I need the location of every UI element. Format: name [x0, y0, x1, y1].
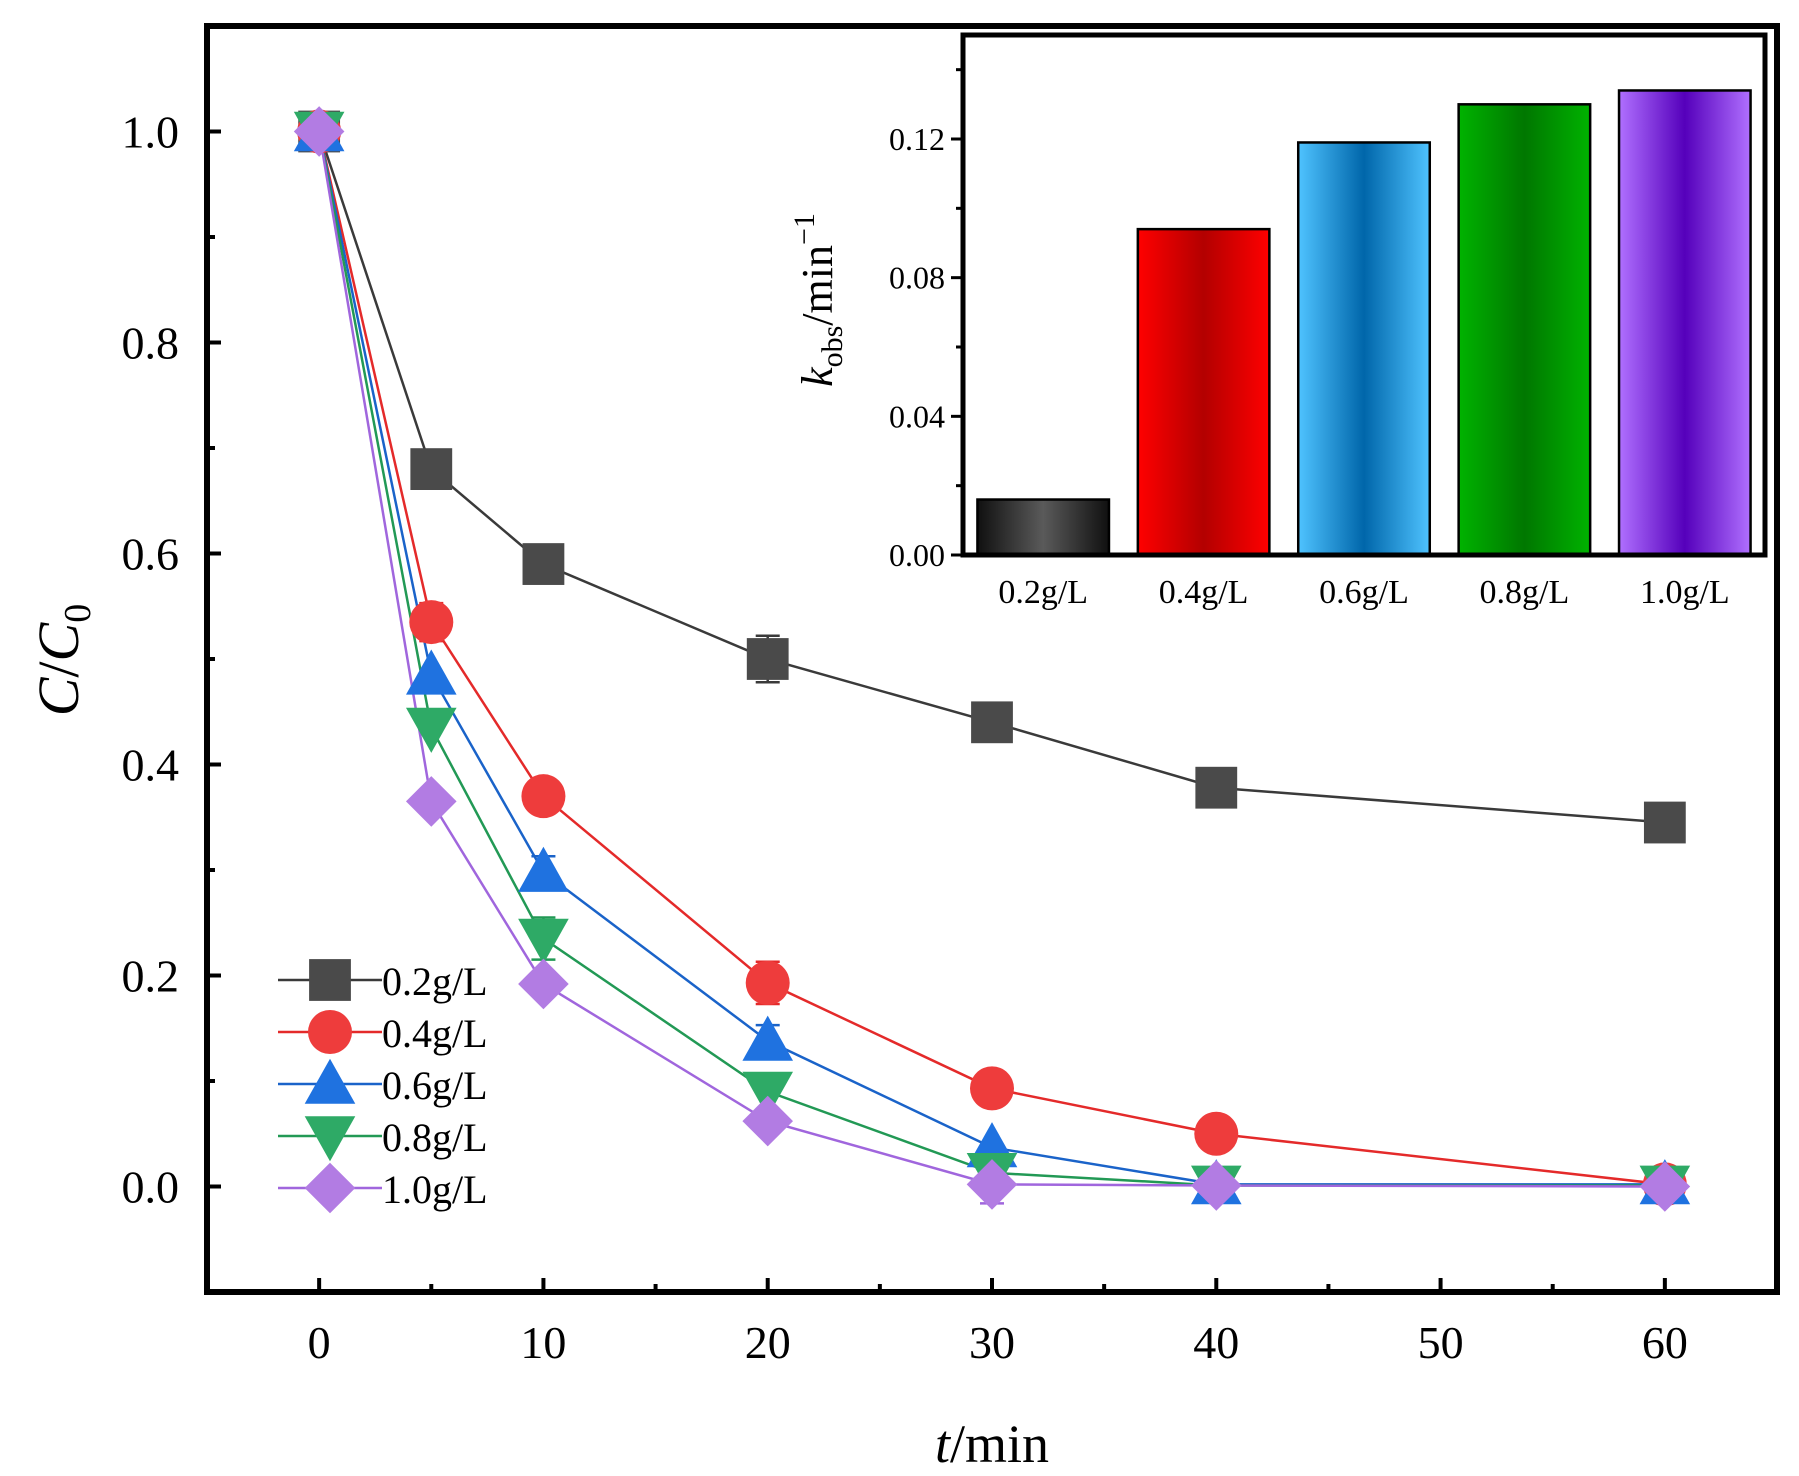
main-series-markers — [293, 106, 1691, 1212]
inset-bar — [976, 498, 1111, 557]
legend-entry: 0.8g/L — [278, 1115, 488, 1162]
legend-marker — [309, 959, 351, 1001]
data-point — [970, 1066, 1014, 1111]
inset-x-tick-label: 0.4g/L — [1159, 574, 1249, 611]
data-point — [742, 1015, 794, 1061]
data-point — [518, 918, 569, 964]
y-tick-label: 0.6 — [122, 529, 180, 580]
y-tick-label: 0.4 — [122, 740, 180, 791]
inset-plot-frame — [960, 32, 1768, 558]
inset-x-tick-label: 0.2g/L — [998, 574, 1088, 611]
y-axis-label-subscript: 0 — [57, 604, 99, 623]
data-point — [410, 448, 453, 490]
y-tick-label: 1.0 — [122, 107, 180, 158]
legend-marker — [304, 1162, 356, 1214]
data-point — [742, 1071, 794, 1117]
x-tick-label: 40 — [1193, 1317, 1239, 1368]
x-axis-label: t/min — [935, 1414, 1049, 1474]
inset-y-tick-label: 0.04 — [889, 398, 945, 434]
x-tick-label: 10 — [520, 1317, 566, 1368]
data-point — [1643, 801, 1686, 844]
legend-label: 1.0g/L — [382, 1167, 488, 1212]
data-point — [405, 776, 457, 827]
inset-bar-chart: 0.2g/L 0.4g/L 0.6g/L 0.8g/L 1.0g/L 0.00 0.04 0.… — [788, 32, 1768, 611]
main-error-bars — [419, 601, 1229, 1205]
data-point — [745, 960, 790, 1005]
inset-y-tick-label: 0.12 — [889, 121, 945, 157]
legend-marker — [304, 1058, 356, 1104]
data-point — [293, 106, 345, 157]
inset-axis-ticks: 0.2g/L 0.4g/L 0.6g/L 0.8g/L 1.0g/L 0.00 0.04 0.… — [889, 68, 1730, 611]
y-tick-label: 0.2 — [122, 951, 180, 1002]
legend-marker — [308, 1010, 352, 1054]
legend: 0.2g/L 0.4g/L 0.6g/L 0.8g/L 1.0g/L — [278, 959, 488, 1214]
legend-entry: 1.0g/L — [278, 1162, 488, 1214]
legend-label: 0.6g/L — [382, 1063, 488, 1108]
inset-y-tick-label: 0.00 — [889, 537, 945, 573]
y-axis-label: C/C0 — [26, 604, 99, 717]
data-point — [405, 649, 457, 695]
data-point — [1194, 1111, 1239, 1156]
legend-label: 0.2g/L — [382, 959, 488, 1004]
legend-entry: 0.6g/L — [278, 1058, 488, 1108]
inset-y-tick-label: 0.08 — [889, 260, 945, 296]
inset-bar — [1617, 89, 1752, 557]
data-point — [518, 846, 569, 892]
data-point — [971, 701, 1013, 744]
inset-bars — [976, 89, 1752, 557]
data-point — [522, 543, 565, 585]
y-tick-label: 0.0 — [122, 1162, 180, 1213]
inset-bar — [1136, 227, 1271, 557]
inset-x-tick-label: 0.8g/L — [1480, 574, 1570, 611]
x-tick-label: 50 — [1418, 1317, 1464, 1368]
data-point — [746, 638, 789, 680]
legend-entry: 0.2g/L — [278, 959, 488, 1004]
x-tick-label: 0 — [308, 1317, 331, 1368]
legend-marker — [304, 1116, 356, 1162]
inset-y-label-unit: /min — [793, 245, 842, 326]
legend-entry: 0.4g/L — [278, 1010, 488, 1056]
inset-x-tick-label: 1.0g/L — [1640, 574, 1730, 611]
data-point — [742, 1095, 794, 1147]
y-axis-label-slash: / — [26, 661, 91, 678]
inset-y-axis-label: kobs/min−1 — [788, 213, 849, 387]
data-point — [1195, 766, 1238, 809]
data-point — [1190, 1160, 1242, 1211]
y-axis-label-c0: C — [26, 621, 91, 661]
data-point — [518, 958, 569, 1010]
inset-y-label-subscript: obs — [816, 326, 849, 368]
inset-y-label-k: k — [793, 366, 842, 387]
x-tick-label: 60 — [1642, 1317, 1688, 1368]
inset-x-tick-label: 0.6g/L — [1319, 574, 1409, 611]
x-tick-label: 20 — [745, 1317, 791, 1368]
data-point — [405, 707, 457, 753]
legend-label: 0.4g/L — [382, 1011, 488, 1056]
inset-bar — [1457, 103, 1592, 557]
main-axis-ticks: 0 10 20 30 40 50 60 0.0 0.2 0.4 0.6 0.8 1.0 — [122, 107, 1688, 1369]
inset-bar — [1296, 141, 1432, 557]
data-point — [966, 1159, 1018, 1210]
main-line-chart: 0 10 20 30 40 50 600.00.20.40.60.81.0 t/min C/… — [26, 23, 1780, 1474]
data-point — [1639, 1161, 1691, 1212]
x-axis-label-unit: /min — [950, 1414, 1049, 1474]
x-axis-label-italic: t — [935, 1414, 952, 1474]
data-point — [521, 774, 566, 819]
y-axis-label-c: C — [26, 676, 91, 716]
inset-y-label-superscript: −1 — [788, 213, 821, 245]
y-tick-label: 0.8 — [122, 318, 180, 369]
legend-label: 0.8g/L — [382, 1115, 488, 1160]
data-point — [409, 600, 454, 645]
x-tick-label: 30 — [969, 1317, 1015, 1368]
